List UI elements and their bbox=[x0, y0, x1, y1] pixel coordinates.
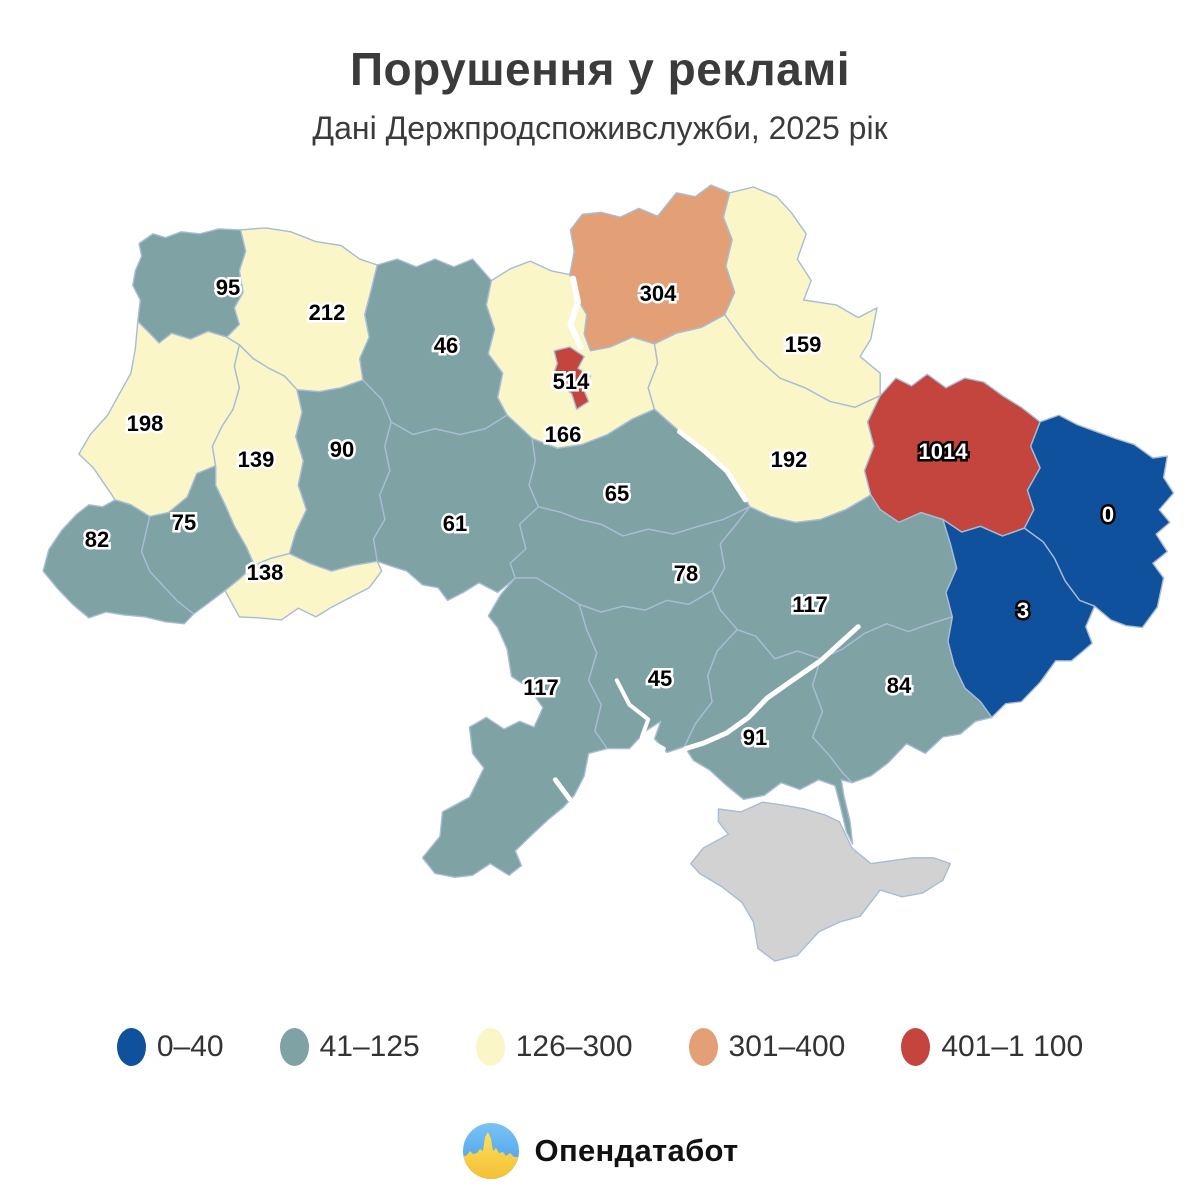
legend-item-301–400: 301–400 bbox=[688, 1028, 846, 1066]
river-line bbox=[683, 624, 861, 752]
region-vinnytsia[interactable] bbox=[372, 414, 540, 602]
legend-label: 0–40 bbox=[156, 1030, 224, 1063]
legend-swatch-icon bbox=[688, 1028, 718, 1066]
footer: Опендатабот bbox=[0, 1122, 1200, 1180]
region-sumy[interactable] bbox=[722, 186, 881, 408]
region-volyn[interactable] bbox=[132, 228, 247, 344]
legend-label: 401–1 100 bbox=[941, 1030, 1084, 1063]
river-line bbox=[614, 678, 666, 751]
legend-label: 126–300 bbox=[515, 1030, 633, 1063]
river-line bbox=[677, 429, 748, 503]
region-ivano-frankivsk[interactable] bbox=[140, 465, 256, 615]
region-odesa[interactable] bbox=[421, 577, 609, 878]
legend-item-41–125: 41–125 bbox=[279, 1028, 420, 1066]
brand-name: Опендатабот bbox=[534, 1133, 739, 1168]
legend-item-126–300: 126–300 bbox=[475, 1028, 633, 1066]
legend: 0–40 41–125 126–300 301–400 401–1 100 bbox=[0, 1028, 1200, 1066]
river-line bbox=[552, 777, 573, 802]
legend-item-0–40: 0–40 bbox=[116, 1028, 224, 1066]
page-title: Порушення у рекламі bbox=[349, 43, 851, 95]
region-crimea[interactable] bbox=[690, 801, 952, 962]
legend-swatch-icon bbox=[901, 1028, 931, 1066]
region-kharkiv[interactable] bbox=[863, 373, 1041, 537]
legend-swatch-icon bbox=[116, 1028, 146, 1066]
header: Порушення у рекламі Дані Держпродспоживс… bbox=[0, 42, 1200, 147]
region-kyiv-city[interactable] bbox=[552, 346, 592, 410]
legend-label: 301–400 bbox=[728, 1030, 846, 1063]
legend-label: 41–125 bbox=[319, 1030, 420, 1063]
legend-swatch-icon bbox=[279, 1028, 309, 1066]
opendatabot-logo-icon bbox=[462, 1123, 519, 1179]
page-subtitle: Дані Держпродспоживслужби, 2025 рік bbox=[312, 110, 888, 146]
legend-item-401–1100: 401–1 100 bbox=[901, 1028, 1083, 1066]
region-chernivtsi[interactable] bbox=[224, 552, 383, 621]
legend-swatch-icon bbox=[475, 1028, 505, 1066]
river-line bbox=[567, 275, 584, 350]
